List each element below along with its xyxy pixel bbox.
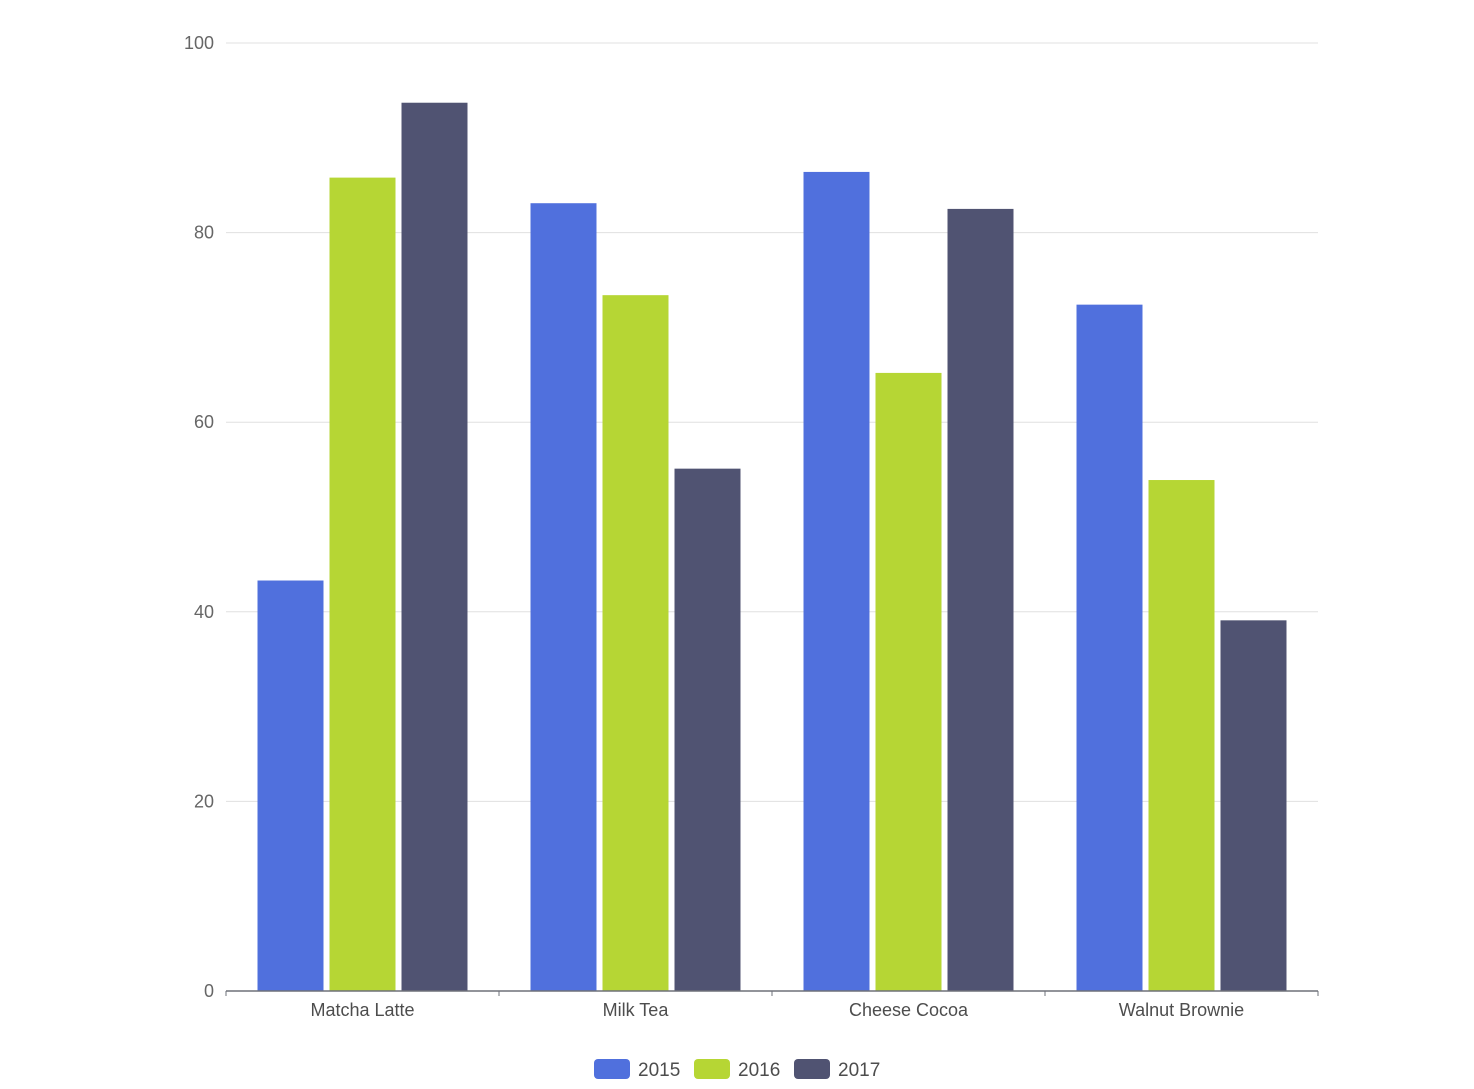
legend-swatch <box>594 1059 630 1079</box>
x-tick-label: Cheese Cocoa <box>849 1000 969 1020</box>
legend-label: 2016 <box>738 1060 780 1081</box>
x-axis: Matcha Latte Milk Tea Cheese Cocoa Walnut B… <box>225 991 1319 1020</box>
bar-2015-milk-tea[interactable] <box>530 203 597 991</box>
bar-2015-cheese-cocoa[interactable] <box>803 171 870 992</box>
legend-swatch <box>794 1059 830 1079</box>
bar-2015-walnut-brownie[interactable] <box>1076 304 1143 991</box>
y-tick-label: 80 <box>194 223 214 243</box>
bar-2017-matcha-latte[interactable] <box>401 102 468 991</box>
bar-2016-milk-tea[interactable] <box>602 295 669 992</box>
bar-2016-walnut-brownie[interactable] <box>1148 480 1215 991</box>
bars <box>257 102 1287 992</box>
x-tick-label: Milk Tea <box>603 1000 670 1020</box>
bar-2016-matcha-latte[interactable] <box>329 177 396 992</box>
legend: 2015 2016 2017 <box>594 1059 880 1081</box>
legend-label: 2015 <box>638 1060 680 1081</box>
bar-2017-walnut-brownie[interactable] <box>1220 620 1287 991</box>
bar-2015-matcha-latte[interactable] <box>257 580 324 991</box>
bar-2017-cheese-cocoa[interactable] <box>947 208 1014 991</box>
y-tick-label: 60 <box>194 412 214 432</box>
bar-2017-milk-tea[interactable] <box>674 468 741 992</box>
x-tick-label: Matcha Latte <box>310 1000 414 1020</box>
legend-label: 2017 <box>838 1060 880 1081</box>
legend-item-2016[interactable]: 2016 <box>694 1059 780 1081</box>
y-tick-label: 20 <box>194 791 214 811</box>
y-tick-label: 100 <box>184 33 214 53</box>
y-axis: 0 20 40 60 80 100 <box>184 33 214 1001</box>
y-tick-label: 0 <box>204 981 214 1001</box>
legend-item-2017[interactable]: 2017 <box>794 1059 880 1081</box>
x-tick-label: Walnut Brownie <box>1119 1000 1244 1020</box>
bar-2016-cheese-cocoa[interactable] <box>875 372 942 991</box>
y-tick-label: 40 <box>194 602 214 622</box>
legend-swatch <box>694 1059 730 1079</box>
legend-item-2015[interactable]: 2015 <box>594 1059 680 1081</box>
